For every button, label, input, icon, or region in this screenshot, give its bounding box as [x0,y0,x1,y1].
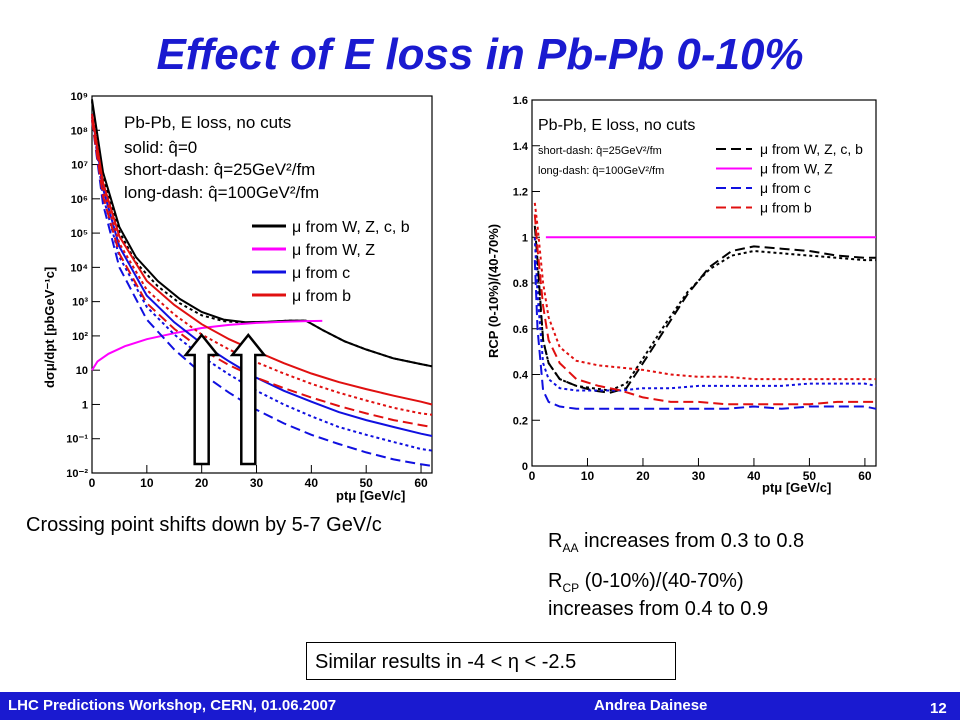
right-x-tick-label: 30 [692,469,706,483]
raa-note: RAA increases from 0.3 to 0.8 [548,530,804,555]
left-y-tick-label: 10³ [72,297,88,309]
left-series-line [91,119,433,428]
right-y-tick-label: 1.2 [513,187,528,199]
right-x-tick-label: 60 [858,469,872,483]
crossing-point-arrow [229,332,267,466]
rcp-symbol: R [548,570,563,592]
right-plot: 0 10 20 30 40 50 60 0 0.2 0.4 0.6 0.8 1 1.2 1.4 1.6 Pb-P… [480,88,880,508]
left-series-line [91,116,433,416]
left-legend-label: μ from b [292,288,351,305]
right-legend-label: μ from W, Z [760,161,833,177]
left-annotation: long-dash: q̂=100GeV²/fm [124,183,319,202]
right-legend-label: μ from c [760,180,811,196]
left-y-tick-label: 10² [72,331,88,343]
footer-bar: LHC Predictions Workshop, CERN, 01.06.20… [0,692,960,720]
rcp-note-line2: increases from 0.4 to 0.9 [548,598,769,620]
right-y-tick-label: 0.4 [513,370,529,382]
left-series-line [91,113,433,406]
right-plot-canvas: 0 10 20 30 40 50 60 0 0.2 0.4 0.6 0.8 1 1.2 1.4 1.6 Pb-P… [513,95,877,483]
right-y-tick-label: 1 [522,232,528,244]
slide-title: Effect of E loss in Pb-Pb 0-10% [156,30,804,79]
raa-symbol: R [548,530,563,552]
right-legend-label: μ from W, Z, c, b [760,141,863,157]
right-series-line [533,214,876,406]
rcp-subscript: CP [562,581,580,595]
right-y-axis-label: RCP (0-10%)/(40-70%) [486,223,501,358]
right-annotation: short-dash: q̂=25GeV²/fm [538,145,662,157]
right-x-tick-label: 50 [803,469,817,483]
left-x-tick-label: 30 [250,476,264,490]
raa-subscript: AA [562,541,579,555]
left-x-tick-label: 60 [414,476,428,490]
left-legend-label: μ from c [292,265,350,282]
left-legend-label: μ from W, Z [292,242,375,259]
right-annotation: Pb-Pb, E loss, no cuts [538,117,695,134]
left-y-tick-label: 10⁻¹ [66,434,88,446]
right-series-line [533,202,876,381]
raa-text: increases from 0.3 to 0.8 [578,530,805,552]
left-frame [91,95,433,474]
right-series-line [533,237,877,392]
left-y-tick-label: 10⁵ [71,228,88,240]
left-plot: 0 10 20 30 40 50 60 10⁻² 10⁻¹ 1 10 10² 10³ 10⁴ 10⁵ 10⁶ 1… [40,88,440,508]
left-annotation: solid: q̂=0 [124,138,197,157]
left-y-tick-label: 10⁹ [71,91,88,103]
left-series-line [91,116,433,452]
left-y-tick-label: 10 [76,365,88,377]
footer-author: Andrea Dainese [594,697,708,714]
left-y-tick-label: 10⁶ [71,194,88,206]
left-annotation: short-dash: q̂=25GeV²/fm [124,160,315,179]
left-y-tick-label: 1 [82,399,88,411]
right-x-tick-label: 10 [581,469,595,483]
right-y-tick-label: 0.2 [513,415,528,427]
left-legend-label: μ from W, Z, c, b [292,219,410,236]
left-x-tick-label: 40 [305,476,319,490]
left-y-tick-label: 10⁻² [66,468,88,480]
left-x-tick-label: 20 [195,476,209,490]
left-plot-canvas: 0 10 20 30 40 50 60 10⁻² 10⁻¹ 1 10 10² 10³ 10⁴ 10⁵ 10⁶ 1… [66,91,433,490]
right-x-tick-label: 20 [636,469,650,483]
left-y-axis-label: dσμ/dpt [pbGeV⁻¹c] [42,266,57,388]
left-y-tick-label: 10⁸ [71,125,88,137]
left-y-tick-label: 10⁴ [70,262,88,274]
right-y-tick-label: 0.8 [513,278,528,290]
rcp-text: (0-10%)/(40-70%) [579,570,744,592]
right-series-line [533,225,876,394]
right-x-tick-label: 40 [747,469,761,483]
right-y-tick-label: 0 [522,461,528,473]
footer-event: LHC Predictions Workshop, CERN, 01.06.20… [8,697,337,714]
crossing-point-arrow [183,332,221,466]
left-x-tick-label: 50 [360,476,374,490]
left-y-tick-label: 10⁷ [71,160,88,172]
rcp-note: RCP (0-10%)/(40-70%) [548,570,744,595]
right-y-tick-label: 1.6 [513,95,528,107]
right-x-tick-label: 0 [529,469,536,483]
left-series-line [91,319,323,371]
left-annotation: Pb-Pb, E loss, no cuts [124,113,291,132]
page-number: 12 [930,700,947,717]
left-x-axis-label: ptμ [GeV/c] [336,488,406,503]
left-x-tick-label: 0 [89,476,96,490]
right-annotation: long-dash: q̂=100GeV²/fm [538,165,664,177]
right-x-axis-label: ptμ [GeV/c] [762,480,832,495]
right-legend-label: μ from b [760,200,812,216]
crossing-point-caption: Crossing point shifts down by 5-7 GeV/c [26,514,382,536]
similar-results-box: Similar results in -4 < η < -2.5 [306,642,676,680]
right-series-line [533,237,876,392]
right-series-line [533,260,877,410]
right-y-tick-label: 1.4 [513,141,529,153]
left-x-tick-label: 10 [140,476,154,490]
right-y-tick-label: 0.6 [513,324,528,336]
